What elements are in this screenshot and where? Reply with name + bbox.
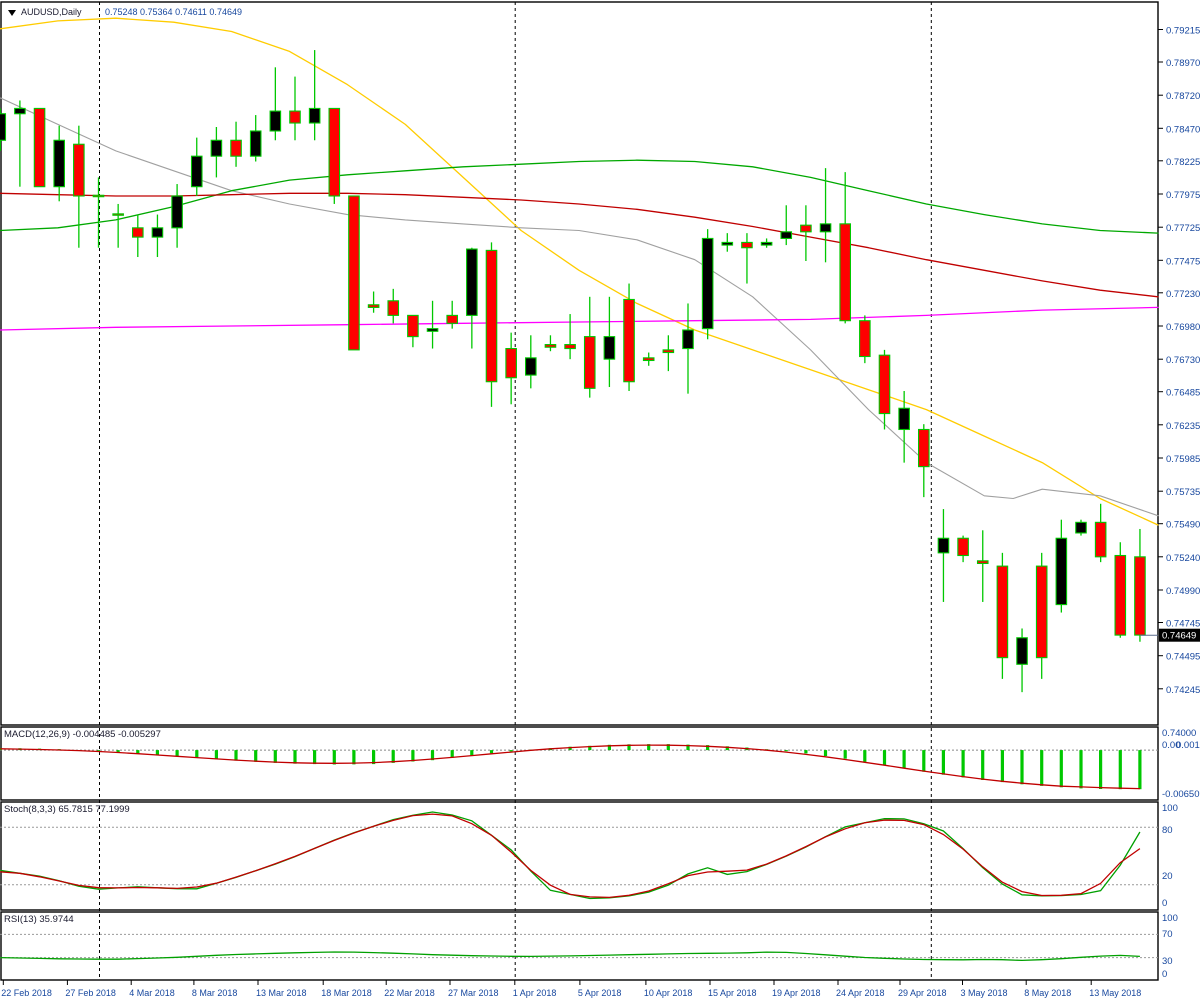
svg-text:0.75490: 0.75490	[1166, 520, 1200, 531]
svg-text:0.76235: 0.76235	[1166, 421, 1200, 432]
svg-text:0.77725: 0.77725	[1166, 223, 1200, 234]
svg-text:0.75735: 0.75735	[1166, 487, 1200, 498]
svg-text:0.76980: 0.76980	[1166, 322, 1200, 333]
svg-text:Stoch(8,3,3) 65.7815 77.1999: Stoch(8,3,3) 65.7815 77.1999	[4, 804, 130, 815]
svg-text:13 May 2018: 13 May 2018	[1089, 988, 1141, 998]
svg-text:22 Feb 2018: 22 Feb 2018	[1, 988, 52, 998]
svg-text:0.77230: 0.77230	[1166, 289, 1200, 300]
svg-text:0.74245: 0.74245	[1166, 685, 1200, 696]
svg-text:0.77975: 0.77975	[1166, 190, 1200, 201]
svg-text:-0.006509: -0.006509	[1162, 789, 1200, 800]
svg-text:RSI(13) 35.9744: RSI(13) 35.9744	[4, 914, 74, 925]
svg-text:0.76730: 0.76730	[1166, 355, 1200, 366]
svg-text:8 Mar 2018: 8 Mar 2018	[192, 988, 238, 998]
svg-text:5 Apr 2018: 5 Apr 2018	[578, 988, 622, 998]
svg-text:100: 100	[1162, 913, 1178, 924]
svg-text:80: 80	[1162, 825, 1173, 836]
svg-text:0.001055: 0.001055	[1176, 740, 1200, 751]
svg-text:70: 70	[1162, 929, 1173, 940]
svg-text:3 May 2018: 3 May 2018	[961, 988, 1008, 998]
svg-text:0.74000: 0.74000	[1162, 728, 1196, 739]
svg-text:0.78970: 0.78970	[1166, 58, 1200, 69]
svg-text:0.75240: 0.75240	[1166, 553, 1200, 564]
svg-text:0.74745: 0.74745	[1166, 619, 1200, 630]
svg-text:0.74990: 0.74990	[1166, 586, 1200, 597]
svg-text:29 Apr 2018: 29 Apr 2018	[898, 988, 947, 998]
svg-text:0.79215: 0.79215	[1166, 26, 1200, 37]
svg-text:19 Apr 2018: 19 Apr 2018	[772, 988, 821, 998]
svg-text:15 Apr 2018: 15 Apr 2018	[708, 988, 757, 998]
svg-text:0.78470: 0.78470	[1166, 124, 1200, 135]
svg-text:0: 0	[1162, 898, 1167, 909]
svg-text:0.78720: 0.78720	[1166, 91, 1200, 102]
svg-text:1 Apr 2018: 1 Apr 2018	[513, 988, 557, 998]
svg-text:0.74495: 0.74495	[1166, 652, 1200, 663]
svg-text:0.77475: 0.77475	[1166, 256, 1200, 267]
svg-text:20: 20	[1162, 871, 1173, 882]
svg-text:100: 100	[1162, 803, 1178, 814]
svg-text:0.75985: 0.75985	[1166, 454, 1200, 465]
svg-text:8 May 2018: 8 May 2018	[1024, 988, 1071, 998]
svg-text:4 Mar 2018: 4 Mar 2018	[129, 988, 175, 998]
svg-text:0.74649: 0.74649	[1162, 631, 1196, 642]
svg-text:18 Mar 2018: 18 Mar 2018	[321, 988, 372, 998]
svg-text:AUDUSD,Daily: AUDUSD,Daily	[21, 7, 82, 17]
svg-text:27 Feb 2018: 27 Feb 2018	[65, 988, 116, 998]
svg-text:22 Mar 2018: 22 Mar 2018	[384, 988, 435, 998]
svg-text:0.78225: 0.78225	[1166, 157, 1200, 168]
svg-text:0.75248 0.75364 0.74611 0.7464: 0.75248 0.75364 0.74611 0.74649	[105, 7, 242, 17]
svg-text:0.76485: 0.76485	[1166, 388, 1200, 399]
svg-text:10 Apr 2018: 10 Apr 2018	[644, 988, 693, 998]
svg-text:27 Mar 2018: 27 Mar 2018	[448, 988, 499, 998]
svg-text:13 Mar 2018: 13 Mar 2018	[256, 988, 307, 998]
svg-text:24 Apr 2018: 24 Apr 2018	[836, 988, 885, 998]
svg-text:MACD(12,26,9) -0.004485 -0.005: MACD(12,26,9) -0.004485 -0.005297	[4, 729, 161, 740]
svg-text:0: 0	[1162, 969, 1167, 980]
svg-text:30: 30	[1162, 956, 1173, 967]
